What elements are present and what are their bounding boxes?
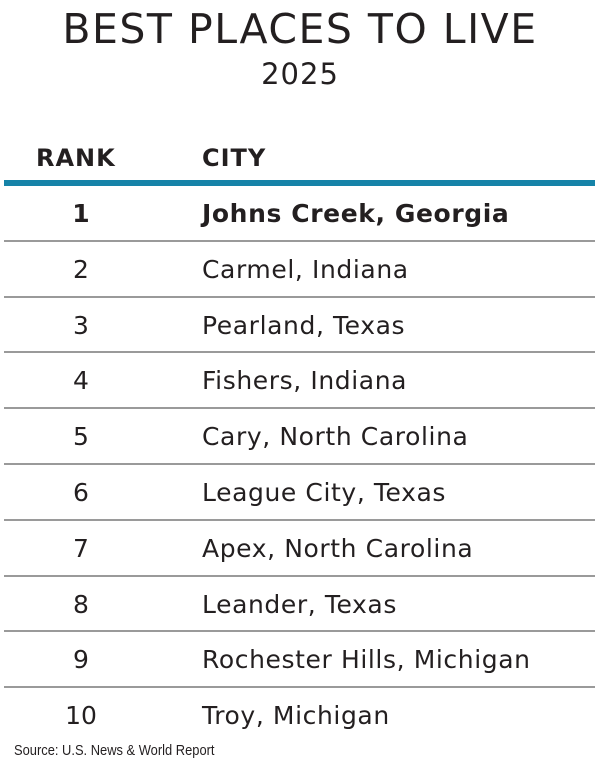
rank-cell: 7 <box>73 533 89 563</box>
city-cell: Fishers, Indiana <box>202 366 408 396</box>
city-cell: Pearland, Texas <box>202 310 406 340</box>
table-row: 3 Pearland, Texas <box>0 298 600 354</box>
rankings-table: 1 Johns Creek, Georgia 2 Carmel, Indiana… <box>0 186 600 744</box>
rank-cell: 8 <box>73 589 89 619</box>
city-cell: Troy, Michigan <box>202 701 390 731</box>
city-cell: Carmel, Indiana <box>202 254 409 284</box>
table-row: 2 Carmel, Indiana <box>0 242 600 298</box>
rank-cell: 3 <box>73 310 89 340</box>
rank-cell: 1 <box>72 199 90 228</box>
header-rule <box>4 180 595 186</box>
row-divider <box>4 686 595 689</box>
city-cell: Cary, North Carolina <box>202 422 469 452</box>
table-row: 4 Fishers, Indiana <box>0 353 600 410</box>
rank-cell: 6 <box>73 477 89 507</box>
city-cell: Apex, North Carolina <box>202 533 474 563</box>
row-divider <box>4 574 595 577</box>
table-row: 10 Troy, Michigan <box>0 688 600 744</box>
rank-column-header: RANK <box>36 144 116 172</box>
rank-cell: 9 <box>73 645 89 675</box>
row-divider <box>4 630 595 633</box>
source-note: Source: U.S. News & World Report <box>14 742 215 759</box>
table-row: 8 Leander, Texas <box>0 577 600 633</box>
rank-cell: 4 <box>73 366 89 396</box>
row-divider <box>4 351 595 354</box>
row-divider <box>4 239 595 242</box>
row-divider <box>4 295 595 298</box>
chart-subtitle: 2025 <box>261 57 339 91</box>
row-divider <box>4 462 595 465</box>
city-cell: Rochester Hills, Michigan <box>202 645 531 675</box>
city-column-header: CITY <box>202 144 267 172</box>
city-cell: League City, Texas <box>202 477 447 507</box>
rank-cell: 2 <box>73 254 89 284</box>
table-row: 6 League City, Texas <box>0 465 600 521</box>
table-row: 7 Apex, North Carolina <box>0 521 600 577</box>
row-divider <box>4 407 595 410</box>
city-cell: Johns Creek, Georgia <box>202 199 510 228</box>
rank-cell: 10 <box>65 701 97 731</box>
city-cell: Leander, Texas <box>202 589 397 619</box>
chart-title: BEST PLACES TO LIVE <box>62 5 538 53</box>
rank-cell: 5 <box>73 422 89 452</box>
row-divider <box>4 518 595 521</box>
table-row: 1 Johns Creek, Georgia <box>0 186 600 242</box>
table-row: 9 Rochester Hills, Michigan <box>0 632 600 689</box>
table-row: 5 Cary, North Carolina <box>0 409 600 465</box>
